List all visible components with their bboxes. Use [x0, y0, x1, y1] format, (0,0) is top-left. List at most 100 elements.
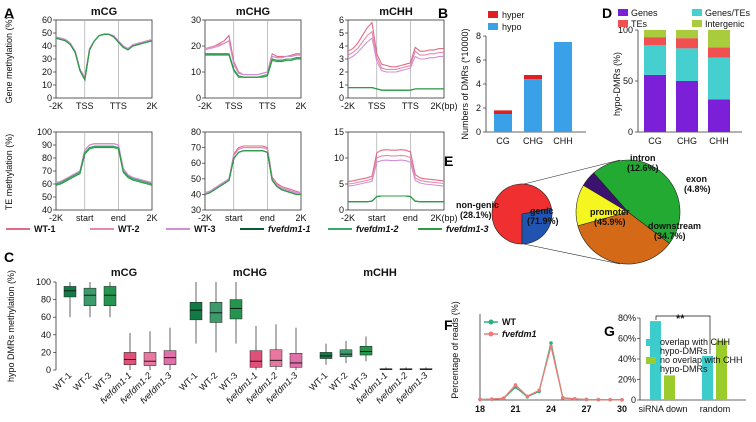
y-tick-label: 40: [42, 41, 52, 51]
box: [289, 353, 303, 368]
series-line-WT-3: [204, 39, 301, 76]
legend-label: hypo-DMRs: [660, 364, 708, 374]
y-tick-label: 0: [339, 205, 344, 215]
bar-Genes: [708, 99, 730, 132]
pie-label-exon: exon: [686, 174, 707, 184]
y-tick-label: 40: [191, 189, 201, 199]
y-tick-label: 60: [42, 179, 52, 189]
box: [359, 345, 373, 356]
legend-marker-WT: [488, 319, 494, 325]
bar-Intergenic: [708, 30, 730, 48]
y-tick-label: 30: [191, 15, 201, 25]
x-tick-label: start: [368, 213, 386, 223]
x-tick-label: WT-2: [197, 370, 219, 392]
data-point-fvefdm1: [490, 397, 494, 401]
series-line-fvefdm1-2: [55, 33, 153, 82]
x-tick-label: -2K: [198, 101, 212, 111]
x-tick-label: -2K: [341, 213, 355, 223]
significance-bracket: [655, 315, 711, 354]
bar-Genes/TEs: [644, 45, 666, 75]
data-point-fvefdm1: [513, 383, 518, 387]
y-tick-label: 0: [47, 93, 52, 103]
x-tick-label: start: [76, 213, 94, 223]
y-tick-label: 30: [191, 205, 201, 215]
data-point-fvefdm1: [608, 397, 612, 402]
series-line-WT-2: [347, 30, 444, 70]
pie-connector: [523, 243, 621, 265]
bar-hypo: [554, 42, 572, 132]
x-tick-label: WT-1: [307, 370, 329, 392]
x-tick-label: -2K: [49, 213, 63, 223]
y-tick-label: 70: [191, 143, 201, 153]
pie-label-genic_pct: (71.9%): [527, 216, 559, 226]
line-chart-A-4: [202, 131, 302, 211]
bar-TEs: [644, 37, 666, 46]
x-tick-label: TTS: [402, 101, 419, 111]
bar-Genes/TEs: [676, 48, 698, 81]
series-line-fvefdm1-3: [55, 33, 153, 82]
x-tick-label: CHH: [709, 136, 729, 146]
data-point-fvefdm1: [572, 397, 577, 401]
y-tick-label: 50: [191, 174, 201, 184]
pie-label-genic: genic: [530, 206, 554, 216]
x-tick-label: CHG: [523, 136, 543, 146]
x-tick-label: 2K: [295, 101, 306, 111]
box: [123, 352, 137, 365]
box: [229, 299, 243, 320]
y-tick-label: 80: [41, 295, 51, 305]
y-tick-label: 80: [191, 127, 201, 137]
legend-label-TEs: TEs: [631, 19, 648, 29]
y-tick-label: 6: [476, 55, 481, 65]
y-tick-label: 10: [42, 80, 52, 90]
x-tick-label: CG: [648, 136, 662, 146]
x-tick-label: 2K(bp): [430, 213, 457, 223]
y-tick-label: 5: [339, 28, 344, 38]
x-tick-label: -2K: [49, 101, 63, 111]
y-tick-label: 4: [476, 79, 481, 89]
series-line-fvefdm1-3: [55, 147, 153, 186]
y-tick-label: 50: [42, 192, 52, 202]
y-axis-label: Gene methylation (%): [4, 16, 14, 103]
pie-connector: [523, 159, 621, 185]
chart-title: mCHH: [363, 267, 397, 279]
box: [249, 350, 263, 368]
y-tick-label: 2: [476, 103, 481, 113]
x-tick-label: end: [403, 213, 418, 223]
bar-Intergenic: [644, 30, 666, 38]
panel-letter-E: E: [444, 153, 453, 169]
legend-label-fvefdm1: fvefdm1: [502, 329, 537, 339]
pie-genic-detail-slice-exon: [583, 172, 629, 213]
x-tick-label: 18: [475, 404, 485, 414]
x-tick-label: 2K: [146, 101, 157, 111]
panel-letter-A: A: [4, 5, 14, 21]
y-tick-label: 20%: [618, 375, 636, 385]
bar-Genes: [676, 81, 698, 132]
pie-label-downstream_pct: (34.7%): [654, 231, 686, 241]
series-line-WT-2: [347, 154, 445, 185]
x-tick-label: WT-2: [71, 370, 93, 392]
bar-hypo: [494, 114, 512, 132]
y-tick-label: 4: [339, 41, 344, 51]
y-tick-label: 3: [339, 54, 344, 64]
series-line-WT-1: [55, 143, 153, 184]
bar-Genes: [644, 74, 666, 132]
bar-TEs: [676, 38, 698, 49]
x-tick-label: 2K: [295, 213, 306, 223]
legend-label-WT: WT: [502, 317, 516, 327]
plot-frame: [55, 19, 153, 99]
y-tick-label: 0: [628, 127, 633, 137]
y-tick-label: 60: [41, 312, 51, 322]
y-tick-label: 20: [41, 347, 51, 357]
y-tick-label: 8: [476, 31, 481, 41]
chart-title: mCHG: [236, 6, 270, 18]
legend-label: no overlap with CHH: [660, 355, 743, 365]
series-line-fvefdm1-3: [205, 54, 301, 78]
pie-label-intron: intron: [630, 153, 656, 163]
y-tick-label: 10: [334, 153, 344, 163]
y-axis-label: Numbers of DMRs (*10000): [460, 28, 470, 139]
bar-TEs: [708, 47, 730, 58]
y-axis-label: hypo-DMRs (%): [612, 52, 622, 116]
y-tick-label: 70: [42, 166, 52, 176]
line-chart-A-3: [53, 131, 153, 211]
data-point-fvefdm1: [537, 388, 541, 393]
